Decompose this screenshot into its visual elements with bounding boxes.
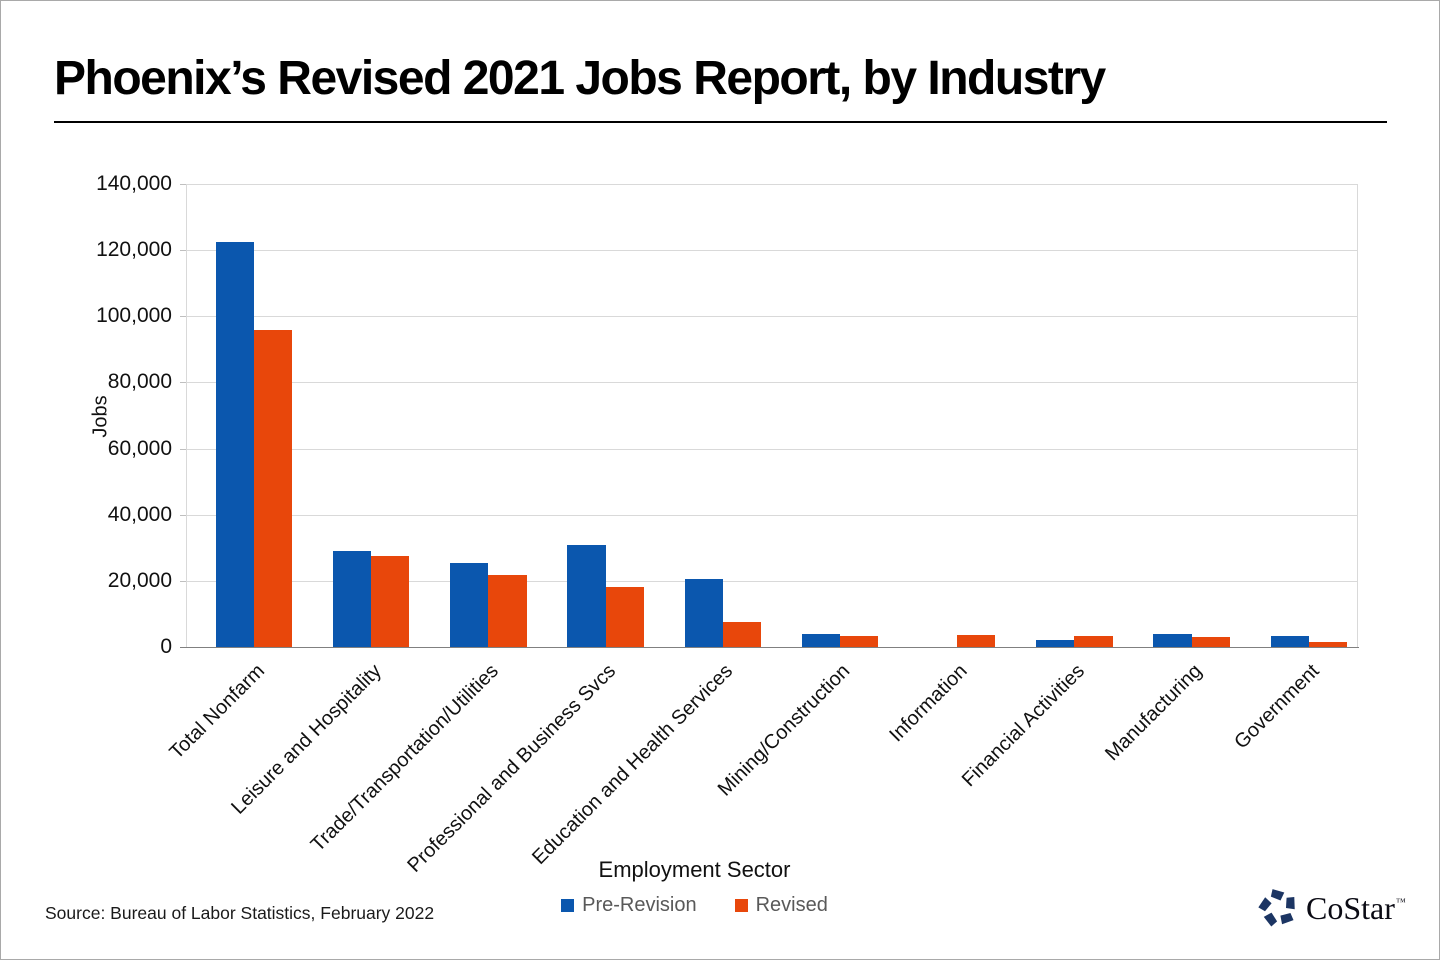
y-tick-mark <box>180 184 186 185</box>
bar-chart-plot-area <box>186 184 1358 647</box>
gridline-140,000 <box>187 184 1357 185</box>
bar-revised-education-and-health-services <box>722 621 762 647</box>
bar-pre-revision-mining-construction <box>801 634 840 647</box>
category-label: Financial Activities <box>957 660 1089 792</box>
category-label: Manufacturing <box>1100 660 1207 766</box>
y-tick-mark <box>180 448 186 450</box>
x-axis-title: Employment Sector <box>598 857 791 882</box>
y-tick-label: 60,000 <box>107 436 172 460</box>
gridline-100,000 <box>187 316 1357 318</box>
bar-revised-manufacturing <box>1191 637 1230 647</box>
costar-logo: CoStar™ <box>1257 887 1406 929</box>
y-tick-label: 80,000 <box>107 370 172 394</box>
bar-revised-leisure-and-hospitality <box>371 556 410 647</box>
bar-revised-mining-construction <box>840 635 879 647</box>
y-tick-label: 140,000 <box>96 172 172 195</box>
y-tick-label: 40,000 <box>107 502 172 526</box>
gridline-20,000 <box>187 580 1357 582</box>
y-tick-label: 120,000 <box>96 238 172 262</box>
category-label: Mining/Construction <box>714 660 855 801</box>
y-tick-mark <box>180 382 186 384</box>
y-tick-mark <box>180 580 186 582</box>
legend-label: Revised <box>755 894 828 916</box>
bar-pre-revision-education-and-health-services <box>684 579 723 647</box>
bar-pre-revision-total-nonfarm <box>215 241 254 647</box>
y-tick-mark <box>180 250 186 252</box>
bar-revised-government <box>1308 641 1348 647</box>
category-label: Information <box>885 660 972 747</box>
x-axis-line <box>180 647 1359 648</box>
bar-revised-financial-activities <box>1074 636 1113 647</box>
bar-pre-revision-leisure-and-hospitality <box>332 551 372 647</box>
trademark-symbol: ™ <box>1395 896 1406 908</box>
gridline-120,000 <box>187 250 1357 252</box>
gridline-60,000 <box>187 448 1357 450</box>
bar-pre-revision-financial-activities <box>1036 639 1075 647</box>
bar-pre-revision-professional-and-business-svcs <box>567 545 606 647</box>
legend-swatch-icon <box>734 899 748 912</box>
chart-legend: Pre-Revision Revised <box>31 894 1358 917</box>
bar-revised-trade-transportation-utilities <box>488 574 527 647</box>
bar-revised-total-nonfarm <box>254 329 293 647</box>
bar-pre-revision-manufacturing <box>1153 633 1192 647</box>
gridline-80,000 <box>187 382 1357 384</box>
category-label: Professional and Business Svcs <box>403 660 621 877</box>
bar-revised-information <box>957 635 996 647</box>
y-tick-mark <box>180 316 186 318</box>
costar-pinwheel-icon <box>1258 889 1295 927</box>
legend-label: Pre-Revision <box>582 894 697 916</box>
category-label: Government <box>1229 660 1324 754</box>
y-tick-label: 20,000 <box>107 568 172 592</box>
y-tick-label: 100,000 <box>96 304 172 328</box>
category-label: Trade/Transportation/Utilities <box>306 660 503 857</box>
source-note: Source: Bureau of Labor Statistics, Febr… <box>45 903 435 923</box>
legend-item-pre-revision: Pre-Revision <box>561 894 697 917</box>
category-label: Education and Health Services <box>528 660 738 869</box>
legend-item-revised: Revised <box>734 894 828 917</box>
y-tick-mark <box>180 514 186 516</box>
legend-swatch-icon <box>561 899 575 912</box>
category-label: Total Nonfarm <box>164 660 269 764</box>
title-divider <box>54 121 1387 123</box>
y-tick-label: 0 <box>160 635 172 658</box>
gridline-40,000 <box>187 514 1357 516</box>
bar-pre-revision-government <box>1270 635 1309 647</box>
brand-name: CoStar™ <box>1306 889 1406 926</box>
bar-revised-professional-and-business-svcs <box>605 587 644 647</box>
bar-pre-revision-trade-transportation-utilities <box>450 562 489 647</box>
page-title: Phoenix’s Revised 2021 Jobs Report, by I… <box>54 52 1106 105</box>
